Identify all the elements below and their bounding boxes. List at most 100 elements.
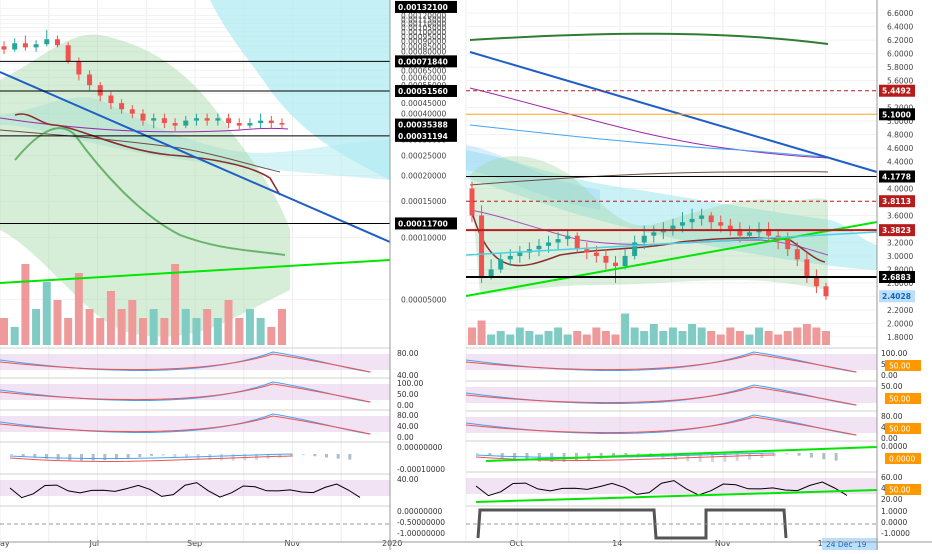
moving-average-purple xyxy=(469,87,829,159)
volume-bar xyxy=(563,334,572,345)
volume-bar xyxy=(688,324,697,345)
moving-average-blue xyxy=(469,124,829,158)
candle-body xyxy=(593,252,599,256)
volume-bar xyxy=(149,309,158,345)
volume-bar xyxy=(774,334,783,345)
candle-body xyxy=(129,109,135,114)
histogram-bar xyxy=(748,453,752,460)
histogram-bar xyxy=(103,454,107,461)
level-badge xyxy=(395,55,457,68)
volume-bar xyxy=(611,334,620,345)
candle-body xyxy=(517,252,523,256)
indicator-band xyxy=(0,480,390,496)
price-tick-label: 5.0000 xyxy=(887,117,913,126)
indicator-value-badge-text: 50.00 xyxy=(889,362,911,371)
histogram-bar xyxy=(673,453,677,461)
level-badge-text: 4.1778 xyxy=(882,172,911,181)
volume-bar xyxy=(74,273,83,345)
price-tick-label: 0.00105000 xyxy=(401,23,447,32)
panel-left: 80.0040.00100.0050.000.0080.0040.000.000… xyxy=(0,0,457,550)
time-tick-label: Sep xyxy=(187,539,202,548)
price-tick-label: 6.4000 xyxy=(887,23,913,32)
volume-bar xyxy=(697,327,706,345)
histogram-bar xyxy=(325,454,328,458)
oscillator-line-blue xyxy=(9,453,293,460)
oscillator-line-red xyxy=(465,416,857,436)
candle-body xyxy=(183,120,189,126)
histogram-bar xyxy=(80,454,83,461)
volume-bar xyxy=(649,324,658,345)
candle-body xyxy=(236,123,242,126)
volume-bar xyxy=(745,334,754,345)
time-tick-label: Jul xyxy=(89,539,100,548)
price-tick-label: 0.00115000 xyxy=(401,15,447,24)
volume-bar xyxy=(525,331,534,345)
histogram-bar xyxy=(488,453,492,456)
volume-bar xyxy=(468,327,476,345)
indicator-tick-label: 40.00 xyxy=(397,371,419,380)
candle-body xyxy=(22,43,28,48)
panel-right: 100.0050.000.0050.0050.0050.0080.0040.00… xyxy=(465,0,921,550)
level-badge xyxy=(879,195,915,208)
candle-body xyxy=(737,228,743,236)
price-tick-label: 5.2000 xyxy=(887,104,913,113)
candle-body xyxy=(76,61,82,75)
histogram-bar xyxy=(185,454,188,459)
moving-average-brown xyxy=(469,171,829,186)
volume-bar xyxy=(812,327,821,345)
volume-bar xyxy=(128,300,137,345)
level-badge-text: 2.6883 xyxy=(882,273,911,282)
price-tick-label: 0.00025000 xyxy=(401,152,447,161)
histogram-bar xyxy=(301,454,305,456)
volume-bar xyxy=(53,300,62,345)
candle-body xyxy=(204,118,210,121)
candle-body xyxy=(65,45,71,62)
price-tick-label: 0.00085000 xyxy=(401,42,447,51)
histogram-bar xyxy=(624,453,628,456)
ichimoku-cloud-top xyxy=(95,0,390,180)
volume-bar xyxy=(181,309,190,345)
volume-bar xyxy=(171,264,180,345)
candle-body xyxy=(161,118,167,124)
level-badge xyxy=(395,84,457,97)
moving-average-long xyxy=(469,32,829,45)
adx-line xyxy=(9,482,361,499)
candle-body xyxy=(804,259,810,277)
histogram-bar xyxy=(834,453,838,461)
indicator-value-badge-text: 0.0000 xyxy=(889,455,915,464)
price-tick-label: 0.00095000 xyxy=(401,32,447,41)
volume-bar xyxy=(192,318,201,345)
indicator-tick-label: 0.00000000 xyxy=(397,507,443,516)
price-tick-label: 6.6000 xyxy=(887,9,913,18)
indicator-tick-label: 50.00 xyxy=(881,382,903,391)
indicator-value-badge-text: 50.00 xyxy=(889,395,911,404)
histogram-bar xyxy=(348,454,352,460)
oscillator-line-red xyxy=(9,455,293,462)
candle-body xyxy=(746,232,752,236)
price-tick-label: 0.00015000 xyxy=(401,197,447,206)
indicator-tick-label: 40.00 xyxy=(397,475,419,484)
level-badge-text: 0.00035388 xyxy=(398,121,448,130)
histogram-bar xyxy=(500,453,504,458)
indicator-value-badge-text: 50.00 xyxy=(889,486,911,495)
volume-bar xyxy=(235,318,244,345)
level-badge-text: 5.4492 xyxy=(882,87,911,96)
histogram-bar xyxy=(772,453,776,457)
indicator-tick-label: 100.00 xyxy=(397,379,423,388)
indicator-tick-label: 80.00 xyxy=(881,412,903,421)
time-tick-label: ay xyxy=(0,539,10,548)
price-tick-label: 0.00100000 xyxy=(401,28,447,37)
price-tick-label: 0.00045000 xyxy=(401,99,447,108)
level-badge xyxy=(879,108,915,121)
histogram-bar xyxy=(138,454,142,458)
histogram-bar xyxy=(735,453,739,461)
volume-bar xyxy=(755,327,764,345)
oscillator-line-red xyxy=(0,383,371,403)
level-badge-text: 0.00051560 xyxy=(398,87,448,96)
indicator-value-badge xyxy=(885,393,921,404)
level-badge-text: 0.00011700 xyxy=(398,219,448,228)
volume-bar xyxy=(726,327,735,345)
volume-bar xyxy=(621,313,630,345)
candle-body xyxy=(1,46,7,50)
candle-body xyxy=(108,95,114,104)
